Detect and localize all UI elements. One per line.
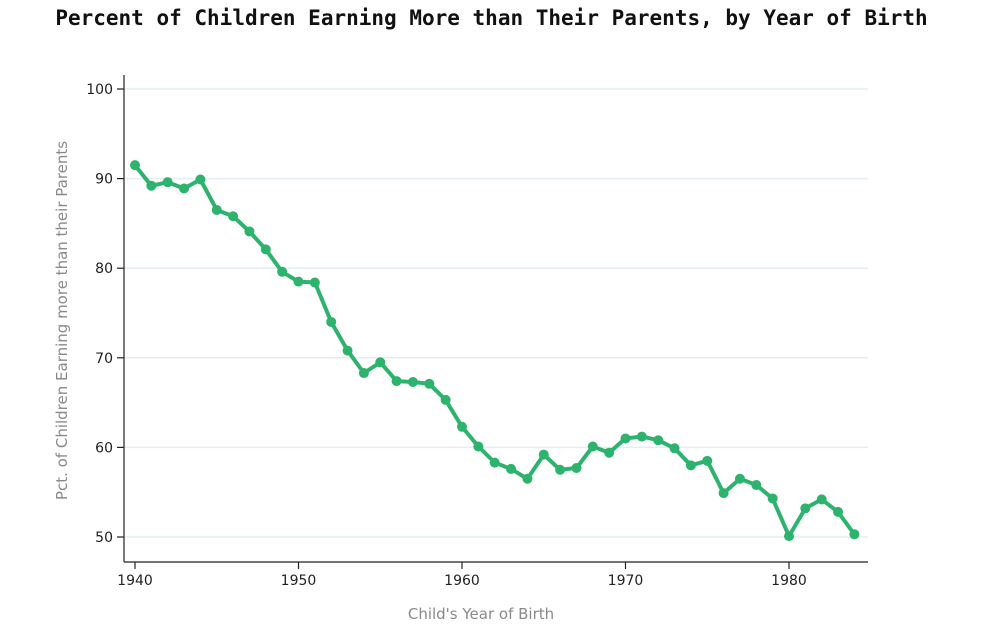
data-point bbox=[587, 441, 598, 452]
data-point bbox=[391, 376, 402, 387]
data-point bbox=[555, 464, 566, 475]
data-point bbox=[538, 449, 549, 460]
data-point bbox=[211, 204, 222, 215]
data-point bbox=[604, 447, 615, 458]
data-point bbox=[489, 457, 500, 468]
data-point bbox=[358, 368, 369, 379]
data-point bbox=[473, 441, 484, 452]
data-point bbox=[816, 494, 827, 505]
x-axis-label: Child's Year of Birth bbox=[408, 605, 554, 623]
data-point bbox=[718, 488, 729, 499]
data-point bbox=[457, 421, 467, 432]
x-tick-label: 1940 bbox=[117, 573, 153, 589]
y-tick-label: 50 bbox=[95, 530, 113, 546]
x-tick-label: 1970 bbox=[608, 573, 644, 589]
series bbox=[130, 160, 860, 542]
data-point bbox=[751, 480, 762, 491]
x-tick-label: 1950 bbox=[281, 573, 317, 589]
data-point bbox=[734, 473, 745, 484]
data-point bbox=[669, 443, 680, 454]
y-tick-label: 80 bbox=[95, 261, 113, 277]
series-line bbox=[133, 163, 857, 539]
data-point bbox=[309, 277, 320, 288]
data-point bbox=[260, 244, 271, 255]
gridlines bbox=[125, 88, 868, 538]
data-point bbox=[833, 506, 844, 517]
data-point bbox=[506, 463, 517, 474]
data-point bbox=[522, 473, 533, 484]
data-point bbox=[228, 211, 239, 222]
data-point bbox=[440, 394, 451, 405]
data-point bbox=[195, 174, 206, 185]
data-point bbox=[244, 226, 255, 237]
data-point bbox=[702, 455, 713, 466]
data-point bbox=[767, 493, 778, 504]
data-point bbox=[277, 266, 288, 277]
y-tick-label: 70 bbox=[95, 351, 113, 367]
y-tick-label: 60 bbox=[95, 440, 113, 456]
axes bbox=[123, 75, 868, 563]
x-tick-label: 1980 bbox=[771, 573, 807, 589]
data-point bbox=[571, 463, 582, 474]
data-point bbox=[849, 529, 860, 540]
data-point bbox=[375, 357, 386, 368]
data-point bbox=[342, 345, 353, 356]
data-point bbox=[146, 180, 157, 191]
y-axis-label: Pct. of Children Earning more than their… bbox=[53, 141, 71, 500]
data-point bbox=[326, 316, 337, 327]
data-point bbox=[653, 435, 664, 446]
data-point bbox=[407, 376, 418, 387]
data-point bbox=[620, 433, 631, 444]
tick-labels: 50 60 70 80 90 100 1940 1950 1960 1970 1980 bbox=[86, 82, 807, 589]
data-point bbox=[179, 183, 190, 194]
data-point bbox=[162, 177, 173, 188]
y-tick-label: 100 bbox=[86, 82, 113, 98]
y-tick-label: 90 bbox=[95, 172, 113, 188]
data-point bbox=[784, 531, 794, 542]
data-point bbox=[293, 276, 304, 287]
data-point bbox=[685, 460, 696, 471]
chart-title: Percent of Children Earning More than Th… bbox=[55, 6, 928, 30]
data-point bbox=[130, 160, 140, 171]
data-point bbox=[424, 378, 435, 389]
data-point bbox=[636, 431, 647, 442]
x-tick-label: 1960 bbox=[444, 573, 480, 589]
data-point bbox=[800, 503, 811, 514]
